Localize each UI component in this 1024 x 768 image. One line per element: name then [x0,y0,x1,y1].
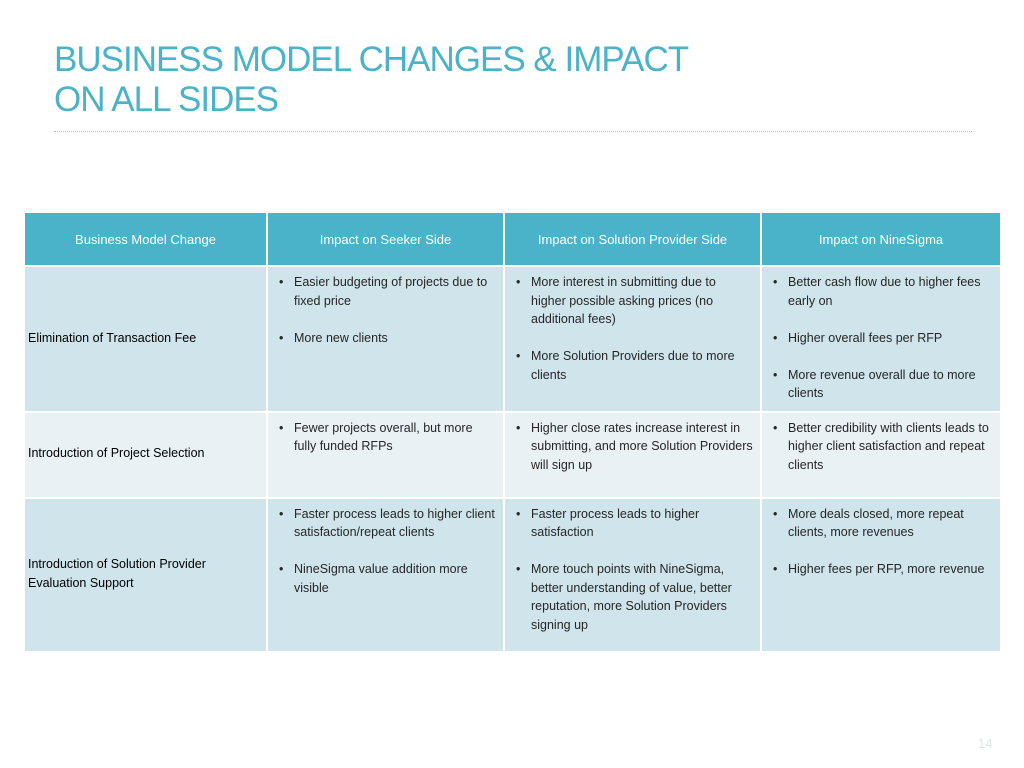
seeker-cell: Easier budgeting of projects due to fixe… [266,265,505,413]
list-item: More new clients [274,329,497,348]
header-provider-impact: Impact on Solution Provider Side [503,211,762,267]
title-divider [54,131,972,132]
list-item: Better credibility with clients leads to… [768,419,994,475]
ninesigma-cell: More deals closed, more repeat clients, … [760,496,1002,653]
list-item: More revenue overall due to more clients [768,366,994,403]
header-ninesigma-impact: Impact on NineSigma [760,211,1002,267]
slide-title-line-2: ON ALL SIDES [54,80,279,119]
list-item: More touch points with NineSigma, better… [511,560,754,634]
provider-cell: More interest in submitting due to highe… [503,265,762,413]
table-row: Introduction of Project Selection Fewer … [23,410,1002,499]
table-header-row: Business Model Change Impact on Seeker S… [23,211,1002,267]
provider-cell: Higher close rates increase interest in … [503,410,762,499]
list-item: NineSigma value addition more visible [274,560,497,597]
list-item: Higher close rates increase interest in … [511,419,754,475]
provider-cell: Faster process leads to higher satisfact… [503,496,762,653]
list-item: Better cash flow due to higher fees earl… [768,273,994,310]
impact-table: Business Model Change Impact on Seeker S… [23,211,1002,653]
slide-title: BUSINESS MODEL CHANGES & IMPACT ON ALL S… [54,40,689,120]
list-item: More interest in submitting due to highe… [511,273,754,329]
table-row: Elimination of Transaction Fee Easier bu… [23,265,1002,413]
change-cell: Introduction of Solution Provider Evalua… [23,496,268,653]
list-item: Higher overall fees per RFP [768,329,994,348]
ninesigma-cell: Better credibility with clients leads to… [760,410,1002,499]
list-item: Faster process leads to higher satisfact… [511,505,754,542]
header-business-model-change: Business Model Change [23,211,268,267]
seeker-cell: Faster process leads to higher client sa… [266,496,505,653]
header-seeker-impact: Impact on Seeker Side [266,211,505,267]
list-item: Easier budgeting of projects due to fixe… [274,273,497,310]
seeker-cell: Fewer projects overall, but more fully f… [266,410,505,499]
list-item: Fewer projects overall, but more fully f… [274,419,497,456]
table-row: Introduction of Solution Provider Evalua… [23,496,1002,653]
ninesigma-cell: Better cash flow due to higher fees earl… [760,265,1002,413]
change-cell: Elimination of Transaction Fee [23,265,268,413]
page-number: 14 [978,736,993,751]
slide-title-line-1: BUSINESS MODEL CHANGES & IMPACT [54,40,689,79]
list-item: More deals closed, more repeat clients, … [768,505,994,542]
change-cell: Introduction of Project Selection [23,410,268,499]
list-item: More Solution Providers due to more clie… [511,347,754,384]
list-item: Higher fees per RFP, more revenue [768,560,994,579]
list-item: Faster process leads to higher client sa… [274,505,497,542]
